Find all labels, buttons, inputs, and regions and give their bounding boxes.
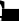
Line: 70°C: 70°C [0,4,19,21]
Text: FIG. 2A: FIG. 2A [0,1,19,21]
60°C [8,15,9,16]
Line: 60°C: 60°C [0,4,19,21]
Line: 50°C: 50°C [0,4,19,21]
